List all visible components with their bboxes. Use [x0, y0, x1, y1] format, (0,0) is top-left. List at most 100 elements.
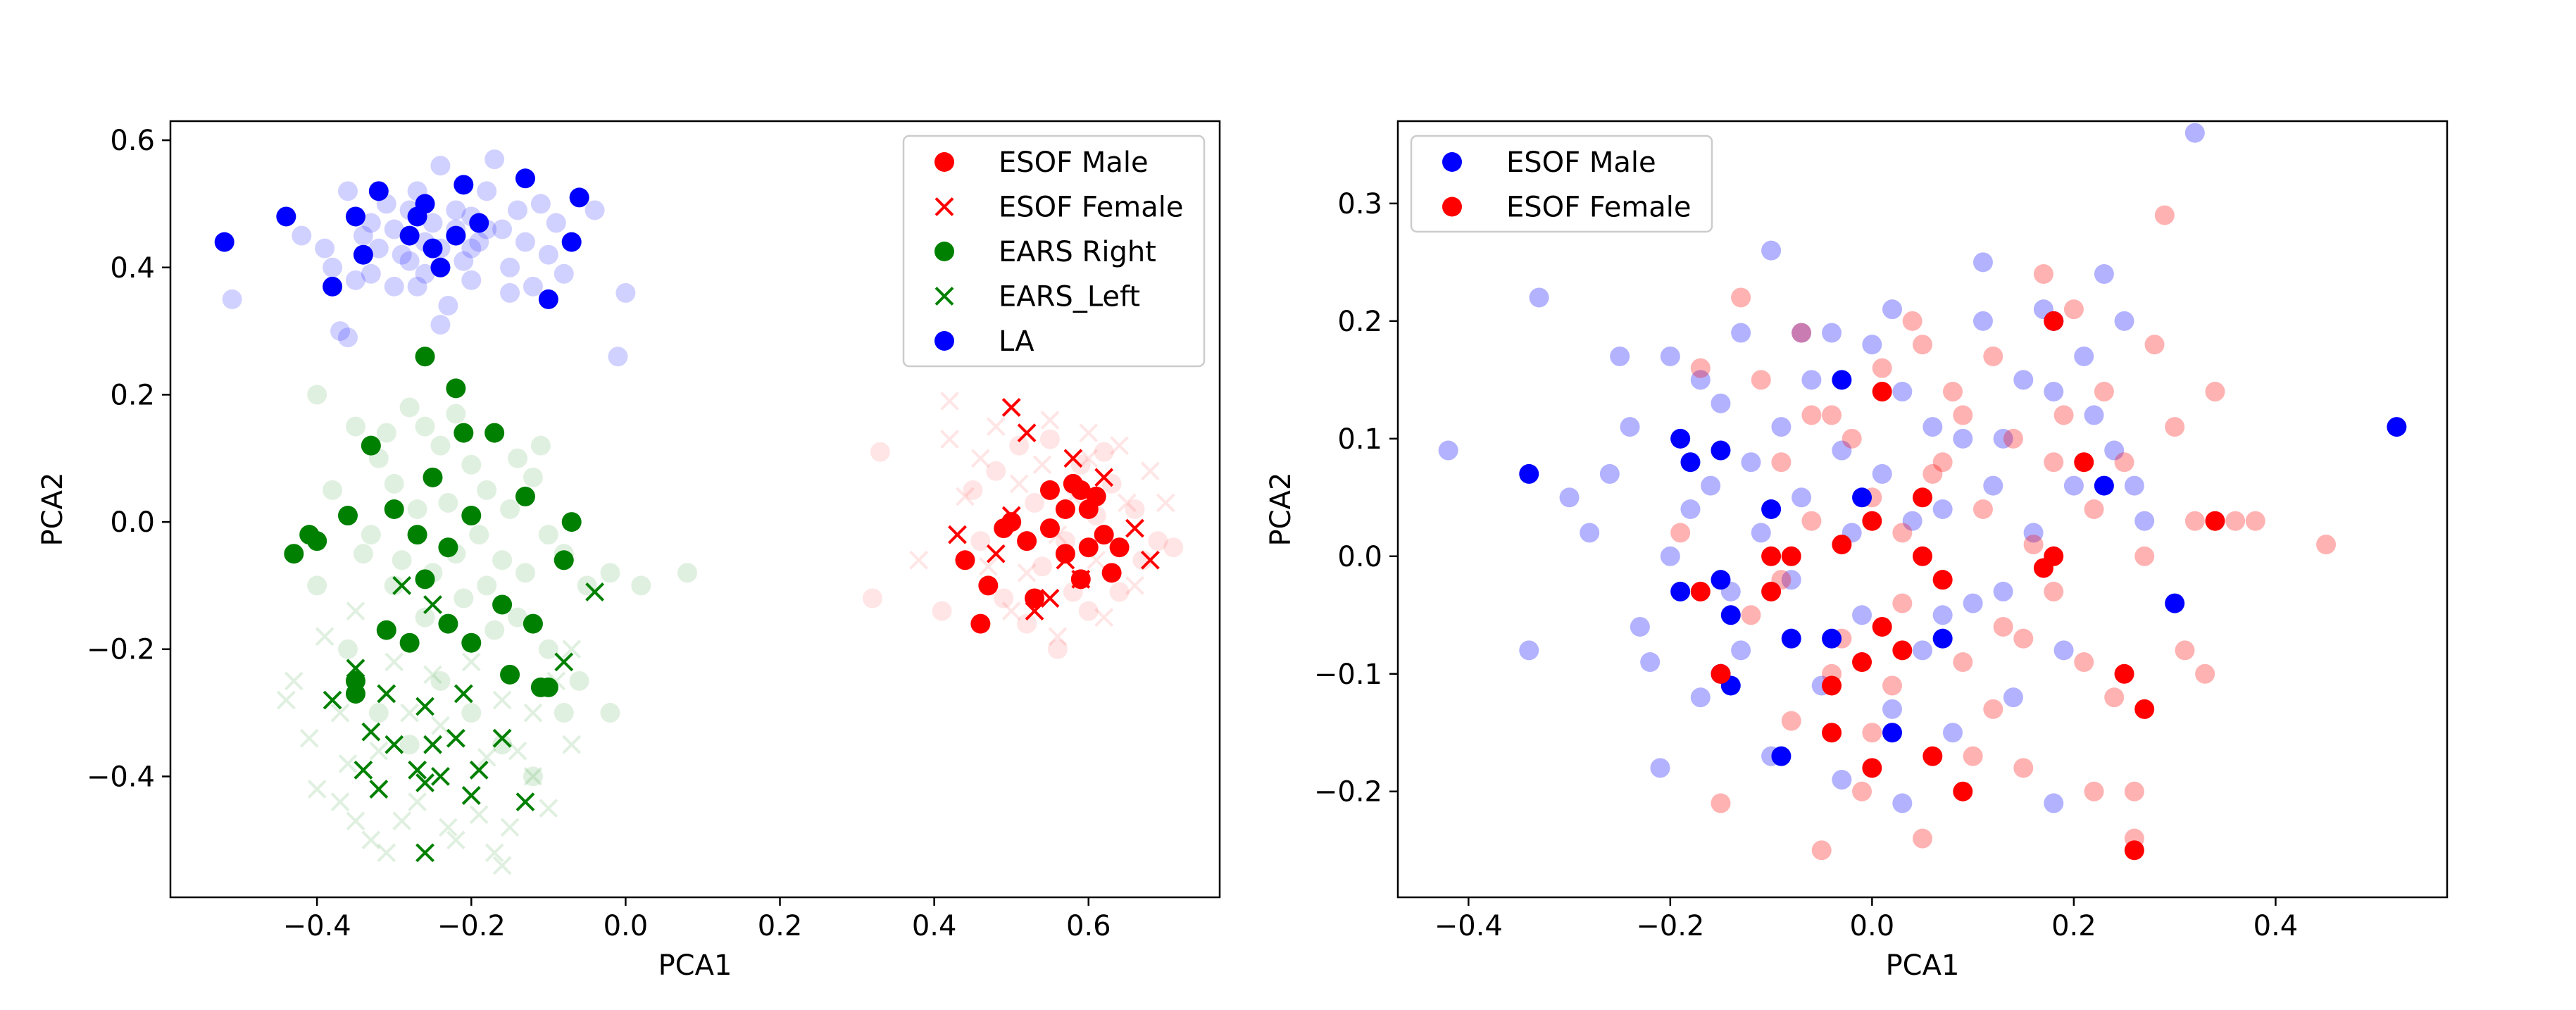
point-esof-female — [1822, 405, 1842, 425]
point-esof-female — [2245, 511, 2265, 531]
point-esof-male — [1519, 463, 1539, 484]
point-ears-right — [399, 397, 420, 418]
point-ears-right — [430, 435, 451, 456]
point-esof-female — [2175, 640, 2195, 661]
point-la — [461, 206, 482, 227]
plot-frame — [1396, 120, 2449, 899]
y-tick-label: 0.4 — [110, 252, 155, 285]
point-ears-left — [361, 722, 381, 742]
point-esof-female — [1963, 746, 1983, 766]
point-ears-left — [284, 671, 304, 691]
point-la — [446, 200, 466, 220]
point-esof-male — [2044, 382, 2064, 402]
point-ears-right — [345, 683, 365, 704]
point-ears-right — [446, 404, 466, 424]
point-esof-female — [1063, 487, 1083, 506]
point-esof-female — [1913, 335, 1932, 355]
point-esof-male — [2387, 417, 2407, 437]
point-esof-male — [1070, 454, 1091, 475]
point-esof-female — [2134, 699, 2155, 719]
point-la — [353, 225, 373, 246]
point-esof-female — [2063, 299, 2084, 320]
point-esof-female — [1781, 546, 1801, 566]
point-esof-male — [1983, 475, 2003, 496]
point-esof-male — [1932, 605, 1953, 625]
point-ears-left — [377, 843, 396, 863]
point-esof-male — [963, 480, 983, 500]
legend-label: ESOF Male — [999, 146, 1149, 179]
legend-label: ESOF Female — [999, 192, 1184, 224]
point-la — [477, 181, 497, 201]
legend-label: LA — [999, 325, 1034, 358]
point-ears-right — [461, 632, 482, 653]
point-ears-left — [330, 792, 350, 811]
point-esof-female — [2013, 628, 2034, 649]
point-esof-male — [1620, 417, 1640, 437]
point-esof-female — [2094, 382, 2114, 402]
point-esof-female — [986, 417, 1006, 436]
point-esof-female — [2033, 264, 2053, 285]
point-ears-right — [384, 499, 404, 519]
point-ears-right — [376, 620, 396, 640]
point-ears-left — [423, 735, 442, 754]
point-esof-male — [1610, 346, 1630, 366]
point-esof-male — [2023, 523, 2044, 543]
data-points — [1438, 123, 2407, 861]
point-esof-female — [1953, 405, 1973, 425]
point-ears-right — [361, 525, 381, 545]
point-ears-left — [323, 690, 342, 710]
point-la — [330, 321, 351, 342]
point-esof-female — [2114, 452, 2134, 473]
point-ears-right — [454, 423, 474, 443]
point-esof-male — [2084, 405, 2104, 425]
point-la — [469, 213, 489, 233]
point-esof-female — [1993, 616, 2013, 637]
point-esof-male — [1862, 335, 1882, 355]
point-ears-left — [546, 671, 566, 691]
point-ears-right — [508, 448, 528, 468]
y-tick-label: −0.4 — [87, 761, 155, 793]
point-la — [438, 295, 458, 316]
point-esof-male — [986, 461, 1006, 481]
point-esof-female — [2124, 840, 2144, 861]
point-la — [430, 315, 451, 335]
point-ears-left — [408, 792, 427, 811]
point-esof-female — [1902, 311, 1922, 331]
point-esof-female — [1862, 723, 1882, 743]
point-ears-left — [454, 684, 473, 704]
point-esof-male — [1055, 544, 1075, 564]
point-esof-male — [970, 531, 991, 551]
point-ears-right — [368, 448, 389, 468]
y-axis-label: PCA2 — [37, 473, 69, 547]
point-esof-female — [2084, 781, 2104, 802]
point-esof-female — [1882, 675, 1903, 696]
point-ears-right — [284, 544, 304, 564]
point-esof-male — [994, 588, 1014, 609]
point-ears-right — [423, 563, 443, 583]
point-esof-male — [1882, 299, 1903, 320]
point-ears-left — [554, 652, 574, 672]
point-ears-right — [407, 525, 427, 545]
legend-marker — [934, 152, 954, 172]
point-esof-male — [1932, 499, 1953, 519]
chart-left: −0.4 −0.2 0.0 0.2 0.4 0.6 −0.4 −0.2 0.0 0.2 0.4 0.6… — [37, 120, 1221, 982]
y-tick-label: −0.1 — [1314, 659, 1382, 691]
point-esof-female — [2003, 428, 2023, 449]
point-esof-female — [1922, 746, 1943, 766]
point-la — [423, 213, 443, 233]
point-esof-male — [1055, 531, 1075, 551]
legend-marker — [934, 331, 954, 351]
point-esof-female — [2225, 511, 2246, 531]
point-esof-male — [1109, 537, 1130, 558]
point-ears-left — [492, 856, 512, 875]
point-esof-female — [1822, 723, 1842, 743]
point-esof-male — [2184, 123, 2205, 143]
point-ears-left — [408, 760, 427, 780]
point-esof-female — [1032, 455, 1052, 475]
point-esof-male — [1892, 793, 1913, 813]
point-esof-male — [1580, 523, 1600, 543]
point-ears-right — [438, 492, 458, 513]
point-ears-right — [492, 550, 513, 571]
point-esof-male — [1892, 382, 1913, 402]
point-esof-female — [1094, 468, 1114, 487]
